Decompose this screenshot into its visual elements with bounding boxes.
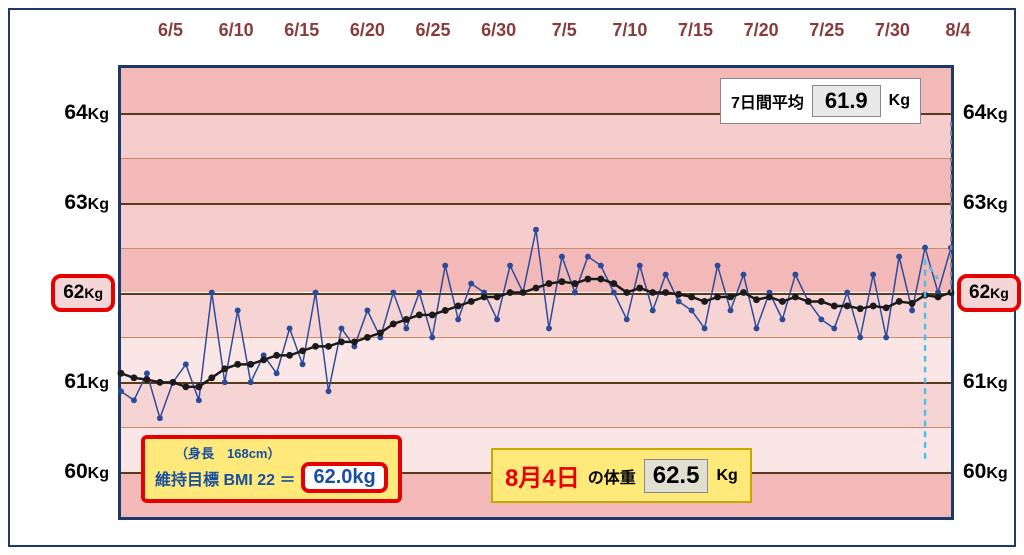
bmi-label: 維持目標 BMI 22 ＝ [155,466,295,490]
y-axis-label-left: 60Kg [64,460,109,484]
highlight-marker-right: 62Kg [957,274,1021,312]
x-axis-label: 7/20 [744,20,779,41]
x-axis-label: 7/5 [552,20,577,41]
x-axis-label: 6/30 [481,20,516,41]
highlight-marker-left: 62Kg [51,274,115,312]
avg-unit: Kg [889,92,910,110]
y-axis-label-left: 61Kg [64,370,109,394]
avg-label: 7日間平均 [731,89,804,113]
x-axis-label: 7/15 [678,20,713,41]
weight-value: 62.5 [644,459,709,493]
y-axis-label-right: 64Kg [963,101,1008,125]
plot-area: 60Kg60Kg61Kg61Kg62Kg62Kg63Kg63Kg64Kg64Kg… [118,65,954,520]
chart-container: 6/5 6/10 6/15 6/20 6/25 6/30 7/5 7/10 7/15 7/20 7/… [8,8,1016,547]
x-axis-label: 6/25 [415,20,450,41]
x-axis-label: 8/4 [945,20,970,41]
weight-label: の体重 [588,464,636,488]
y-axis-label-right: 60Kg [963,460,1008,484]
weight-date: 8月4日 [505,458,580,493]
y-axis-label-right: 63Kg [963,191,1008,215]
x-axis-label: 6/15 [284,20,319,41]
y-axis-label-right: 61Kg [963,370,1008,394]
y-axis-label-left: 63Kg [64,191,109,215]
x-axis-label: 6/5 [158,20,183,41]
y-axis-label-left: 64Kg [64,101,109,125]
bmi-target-box: （身長 168cm） 維持目標 BMI 22 ＝62.0kg [141,435,402,503]
x-axis-label: 7/25 [809,20,844,41]
avg-value: 61.9 [812,85,881,117]
x-axis-label: 6/10 [219,20,254,41]
seven-day-average-box: 7日間平均 61.9 Kg [720,78,921,124]
x-axis-label: 7/10 [612,20,647,41]
x-axis-label: 6/20 [350,20,385,41]
weight-unit: Kg [716,467,737,485]
x-axis-label: 7/30 [875,20,910,41]
x-axis-labels: 6/5 6/10 6/15 6/20 6/25 6/30 7/5 7/10 7/15 7/20 7/… [10,20,1014,50]
current-weight-box: 8月4日の体重 62.5 Kg [491,448,752,503]
bmi-target-value: 62.0kg [301,462,387,493]
height-label: （身長 168cm） [155,443,388,462]
